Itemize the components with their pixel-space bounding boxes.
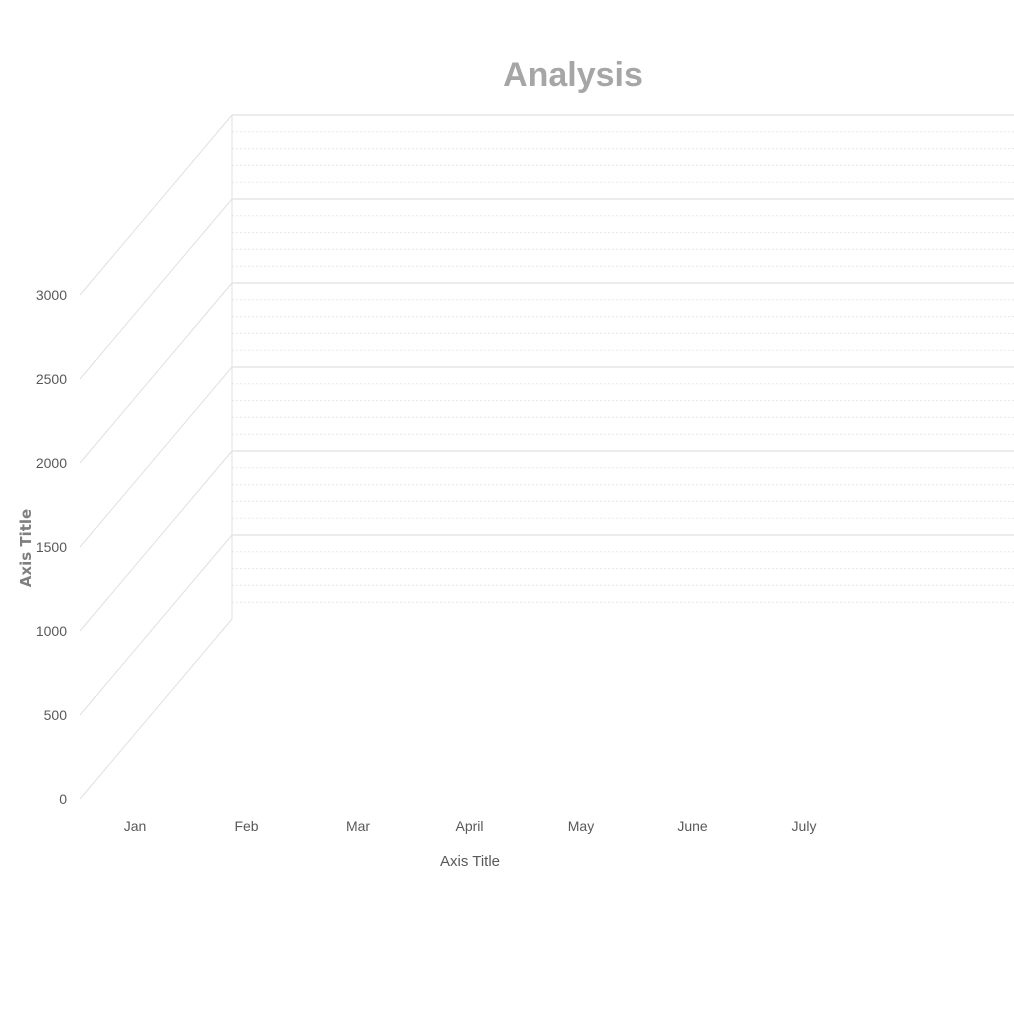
x-tick-label: Feb: [234, 818, 258, 834]
side-gridline: [79, 114, 233, 296]
side-gridline: [79, 450, 233, 632]
y-tick-label: 2000: [36, 455, 67, 471]
chart-title: Analysis: [503, 56, 643, 94]
y-tick-label: 2500: [36, 371, 67, 387]
y-tick-label: 1000: [36, 623, 67, 639]
x-axis-ticks: Jan Feb Mar April May June July: [124, 818, 817, 834]
side-wall-gridlines: [79, 114, 233, 800]
x-tick-label: July: [792, 818, 817, 834]
back-wall-gridlines: [231, 114, 1014, 619]
side-gridline: [79, 534, 233, 716]
y-tick-label: 3000: [36, 287, 67, 303]
y-tick-label: 1500: [36, 539, 67, 555]
side-gridline: [79, 366, 233, 548]
x-tick-label: Jan: [124, 818, 147, 834]
x-axis-title: Axis Title: [440, 853, 500, 870]
side-gridline: [79, 198, 233, 380]
y-axis-title: Axis Title: [17, 509, 35, 587]
x-tick-label: Mar: [346, 818, 370, 834]
x-tick-label: May: [568, 818, 594, 834]
side-gridline: [79, 618, 233, 800]
y-axis-ticks: 0 500 1000 1500 2000 2500 3000: [36, 287, 67, 807]
y-tick-label: 0: [59, 791, 67, 807]
side-gridline: [79, 282, 233, 464]
y-tick-label: 500: [44, 707, 68, 723]
x-tick-label: April: [455, 818, 483, 834]
x-tick-label: June: [677, 818, 708, 834]
